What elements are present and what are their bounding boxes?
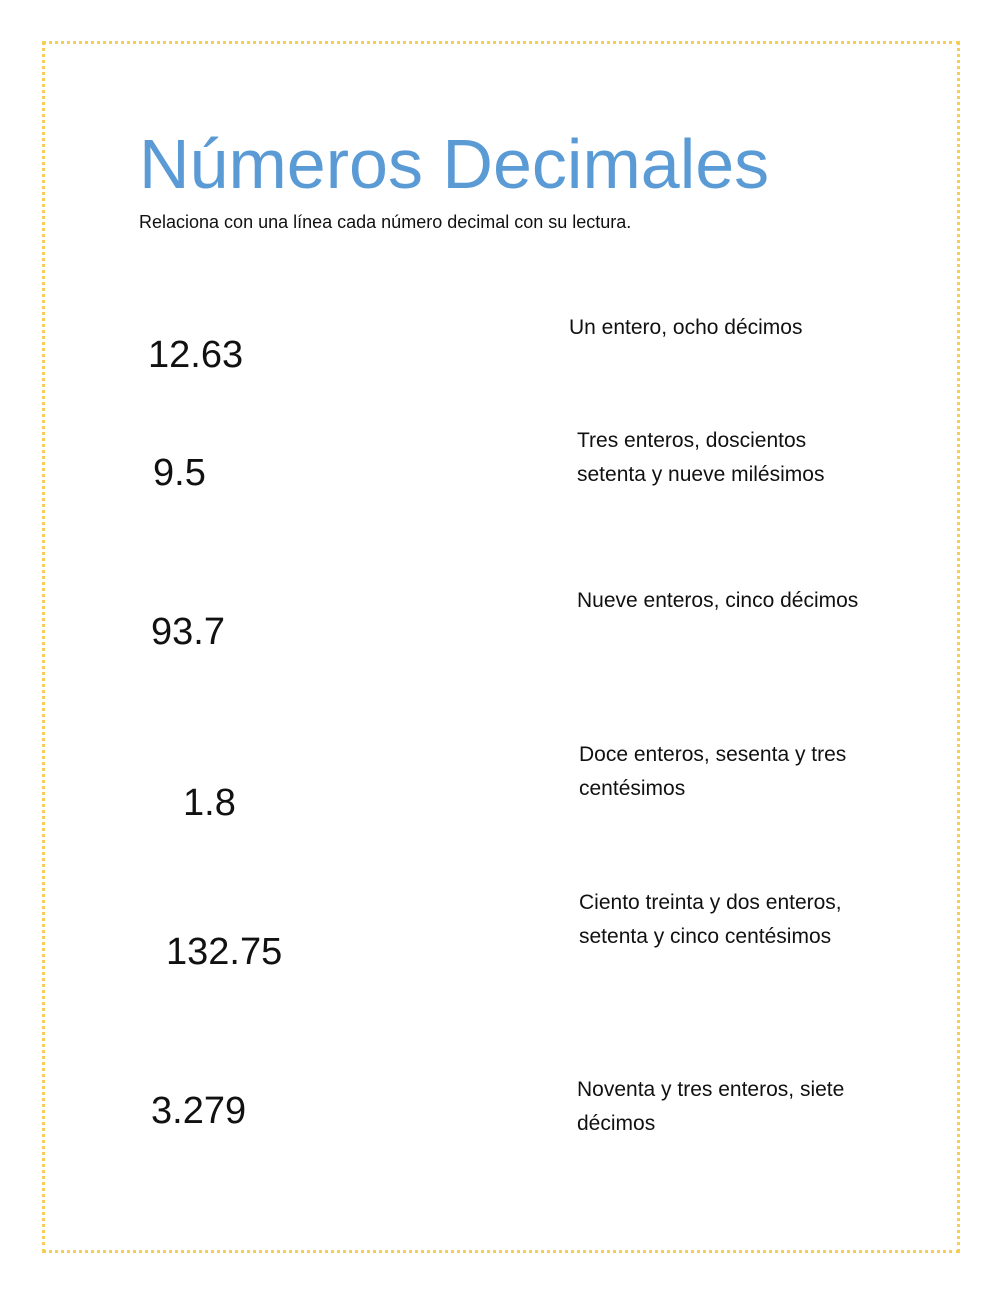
reading-text: Ciento treinta y dos enteros, setenta y … (579, 891, 842, 948)
reading-text: Noventa y tres enteros, siete décimos (577, 1078, 845, 1135)
decimal-number: 9.5 (153, 452, 206, 494)
reading-text: Nueve enteros, cinco décimos (577, 589, 859, 612)
decimal-number: 93.7 (151, 611, 225, 653)
page-border (42, 41, 960, 1253)
reading-text: Un entero, ocho décimos (569, 316, 803, 339)
page-title: Números Decimales (139, 125, 770, 203)
reading-text: Tres enteros, doscientos setenta y nueve… (577, 429, 825, 486)
decimal-number: 1.8 (183, 782, 236, 824)
reading-text: Doce enteros, sesenta y tres centésimos (579, 743, 847, 800)
decimal-number: 132.75 (166, 931, 283, 973)
decimal-number: 12.63 (148, 334, 244, 376)
instructions: Relaciona con una línea cada número deci… (139, 212, 632, 232)
decimal-number: 3.279 (151, 1090, 247, 1132)
